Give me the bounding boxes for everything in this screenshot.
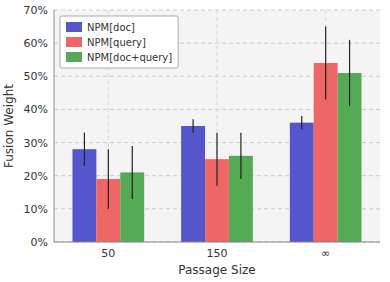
error-bar [216,133,217,186]
y-tick-label: 0% [31,236,48,249]
grid-line-y [54,242,380,243]
y-tick-label: 30% [24,137,48,150]
error-bar [132,146,133,199]
legend-swatch [66,37,82,47]
legend-label: NPM[doc+query] [87,52,172,63]
y-tick-label: 40% [24,103,48,116]
error-bar [240,133,241,179]
error-bar [108,149,109,209]
chart-svg: 0% 10% 20% 30% 40% 50% 60% 70% 50 150 ∞ Passage Siz… [0,0,390,282]
grid [54,10,380,242]
error-bar [84,133,85,166]
legend-label: NPM[query] [87,37,146,48]
bar [181,126,205,242]
legend-swatch [66,52,82,62]
error-bar [349,40,350,106]
y-tick-label: 60% [24,37,48,50]
y-tick-label: 70% [24,4,48,17]
legend-swatch [66,22,82,32]
y-tick-label: 50% [24,70,48,83]
bars [72,27,361,242]
error-bar [325,27,326,100]
y-axis-line [54,10,55,242]
error-bar [192,119,193,132]
error-bar [301,116,302,129]
chart-container: 0% 10% 20% 30% 40% 50% 60% 70% 50 150 ∞ Passage Siz… [0,0,390,282]
y-axis-label: Fusion Weight [2,84,16,168]
legend-label: NPM[doc] [87,22,135,33]
x-tick-label: 150 [207,247,228,260]
x-axis-label: Passage Size [178,263,255,277]
bar [290,123,314,242]
y-tick-label: 20% [24,170,48,183]
legend-frame [60,16,178,68]
legend: NPM[doc] NPM[query] NPM[doc+query] [60,16,178,68]
x-axis-line [54,242,380,243]
x-tick-label: 50 [101,247,115,260]
y-tick-label: 10% [24,203,48,216]
x-tick-label: ∞ [321,247,330,260]
plot-background [54,10,380,242]
